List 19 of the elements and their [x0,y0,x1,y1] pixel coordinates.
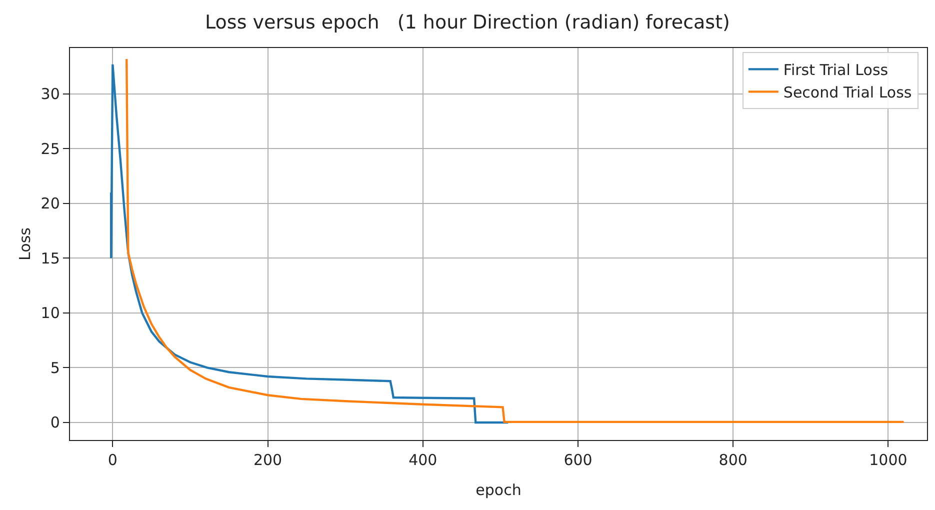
legend-label: First Trial Loss [783,61,888,80]
x-tick-label: 0 [108,451,118,470]
legend-label: Second Trial Loss [783,84,912,102]
x-axis-title: epoch [476,481,522,500]
line-series [110,63,510,424]
x-tick-label: 1000 [869,451,908,470]
x-tick-label: 600 [564,451,592,470]
y-tick-label: 30 [40,85,60,104]
y-tick-label: 10 [40,304,60,322]
chart-title: Loss versus epoch (1 hour Direction (radian) forecast) [205,12,730,34]
x-tick-label: 400 [408,451,438,470]
x-tick-label: 800 [718,451,748,470]
y-tick-label: 5 [50,358,60,377]
x-tick-label: 200 [253,451,282,470]
y-tick-label: 20 [40,194,60,213]
y-axis-title: Loss [16,227,34,260]
y-tick-label: 0 [50,414,60,432]
y-tick-label: 25 [40,140,60,158]
y-tick-label: 15 [40,249,60,268]
